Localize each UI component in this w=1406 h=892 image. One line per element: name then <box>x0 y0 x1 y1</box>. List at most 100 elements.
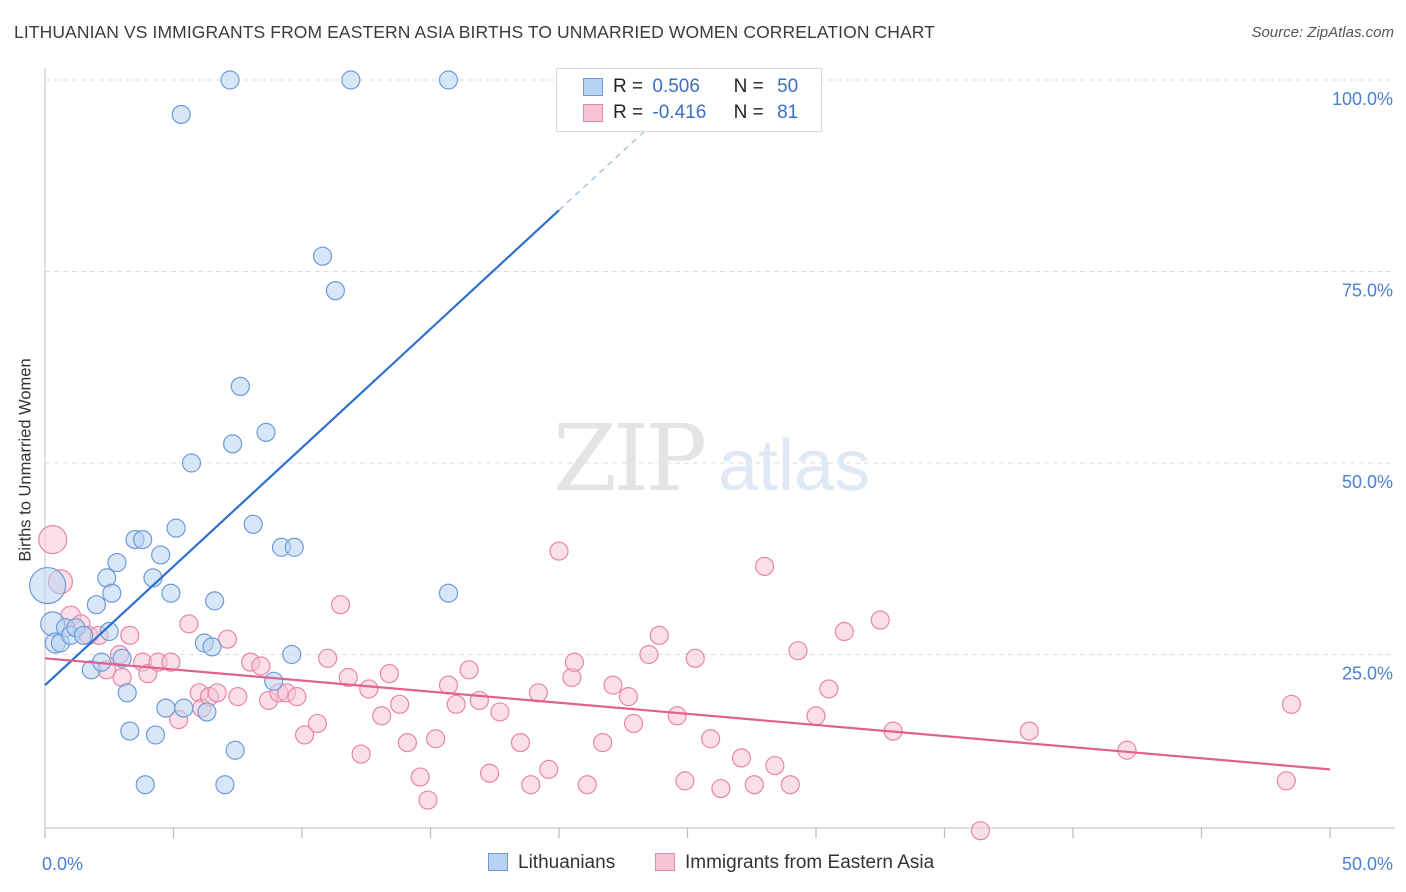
blue-point <box>117 683 137 703</box>
trend-line-lithuanians-extension <box>558 102 676 211</box>
legend-item-eastern-asia[interactable]: Immigrants from Eastern Asia <box>655 852 934 876</box>
blue-point <box>99 621 119 642</box>
blue-point <box>438 70 459 90</box>
y-tick-label: 100.0% <box>1332 89 1393 109</box>
pink-point <box>207 683 227 703</box>
blue-point <box>133 529 153 550</box>
legend-n-label: N = <box>733 76 764 97</box>
pink-point <box>711 778 731 799</box>
pink-point <box>446 694 466 714</box>
legend-swatch-blue <box>488 853 508 871</box>
blue-point <box>197 702 217 722</box>
blue-point <box>28 566 67 605</box>
blue-point <box>102 583 122 603</box>
y-tick-label: 25.0% <box>1342 664 1393 684</box>
pink-point <box>469 690 489 711</box>
source-label: Source: ZipAtlas.com <box>1251 24 1394 41</box>
x-tick-label: 0.0% <box>42 854 83 874</box>
pink-point <box>338 667 358 688</box>
series-legend: Lithuanians Immigrants from Eastern Asia <box>0 852 1406 876</box>
pink-point <box>359 679 379 699</box>
blue-point <box>161 583 181 603</box>
pink-point <box>228 687 248 707</box>
pink-point <box>667 706 687 726</box>
watermark-zip: ZIP <box>553 405 704 512</box>
pink-point <box>1276 771 1296 791</box>
blue-point <box>156 698 176 718</box>
pink-point <box>788 641 808 661</box>
blue-point <box>166 518 186 538</box>
pink-point <box>161 652 181 672</box>
pink-point <box>834 621 854 642</box>
blue-point <box>86 595 107 615</box>
blue-point <box>220 70 240 90</box>
pink-point <box>120 625 140 645</box>
legend-item-lithuanians[interactable]: Lithuanians <box>488 852 615 876</box>
pink-point <box>251 656 271 676</box>
axes <box>44 68 1395 838</box>
pink-point <box>754 556 775 577</box>
pink-point <box>351 744 371 764</box>
blue-point <box>284 537 304 557</box>
pink-point <box>780 775 800 795</box>
legend-label: Lithuanians <box>518 852 616 873</box>
legend-swatch-pink <box>583 104 603 122</box>
legend-swatch-pink <box>655 853 675 871</box>
pink-point <box>549 541 569 561</box>
legend-swatch-blue <box>583 78 603 96</box>
blue-point <box>174 698 194 718</box>
pink-point <box>390 694 410 714</box>
trend-line-lithuanians <box>44 209 560 686</box>
blue-point <box>282 644 302 665</box>
trend-line-eastern-asia <box>44 657 1331 771</box>
pink-point <box>217 629 238 649</box>
blue-points <box>28 70 459 795</box>
pink-point <box>539 759 559 780</box>
y-tick-label: 50.0% <box>1342 472 1393 492</box>
blue-point <box>341 70 361 90</box>
trend-lines <box>44 102 1331 771</box>
watermark-atlas: atlas <box>718 426 870 506</box>
pink-point <box>459 660 479 680</box>
legend-r-label: R = <box>613 76 644 97</box>
pink-point <box>294 725 315 745</box>
pink-point <box>330 595 351 615</box>
pink-point <box>438 675 459 695</box>
blue-point <box>225 740 245 760</box>
legend-r-value: -0.416 <box>652 102 707 123</box>
blue-point <box>205 591 225 611</box>
blue-point <box>223 434 243 454</box>
watermark: ZIP atlas <box>553 405 870 512</box>
pink-point <box>397 732 417 753</box>
blue-point <box>325 281 346 301</box>
pink-point <box>649 625 669 645</box>
blue-point <box>171 104 191 125</box>
pink-point <box>765 755 785 776</box>
blue-point <box>256 422 276 442</box>
pink-point <box>564 652 585 672</box>
grid <box>45 79 1395 655</box>
blue-point <box>181 453 202 473</box>
pink-point <box>528 683 549 703</box>
pink-point <box>618 687 638 707</box>
pink-point <box>1019 721 1039 741</box>
blue-point <box>151 545 171 565</box>
chart-title: LITHUANIAN VS IMMIGRANTS FROM EASTERN AS… <box>14 22 935 42</box>
pink-point <box>744 775 764 795</box>
pink-point <box>731 748 752 768</box>
pink-point <box>577 775 597 795</box>
pink-point <box>685 648 705 668</box>
pink-point <box>179 614 199 634</box>
blue-point <box>120 721 140 741</box>
blue-point <box>243 514 263 534</box>
legend-n-value: 81 <box>777 102 799 123</box>
blue-point <box>202 637 222 657</box>
pink-point <box>287 687 307 707</box>
pink-point <box>490 702 510 722</box>
legend-n-label: N = <box>733 102 764 123</box>
pink-point <box>418 790 438 810</box>
pink-point <box>372 706 392 726</box>
pink-point <box>38 524 68 555</box>
tick-labels: 25.0% 50.0% 75.0% 100.0% 0.0% 50.0% <box>42 89 1393 874</box>
